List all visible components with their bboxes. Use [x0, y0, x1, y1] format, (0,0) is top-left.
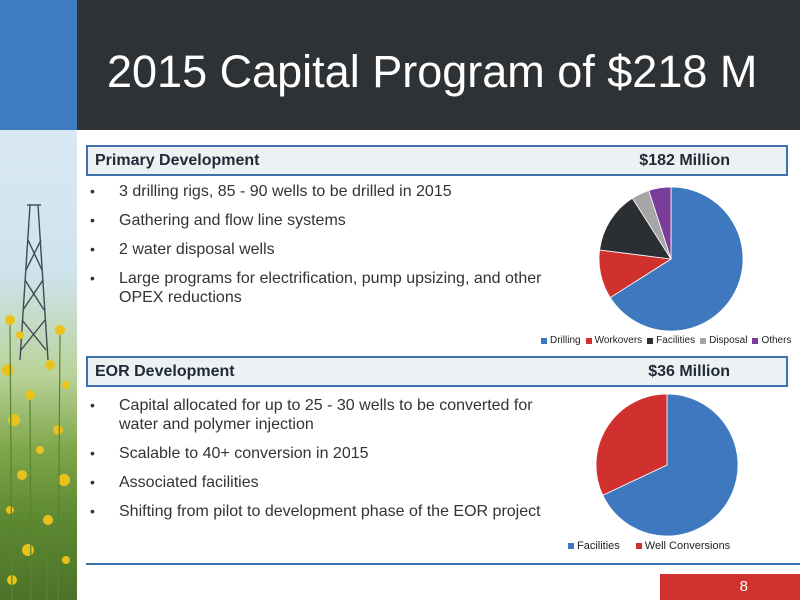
eor-development-amount: $36 Million	[648, 362, 730, 380]
bullet-icon: •	[90, 212, 95, 228]
pie-slice-facilities	[602, 393, 739, 537]
legend-item-drilling: Drilling	[541, 335, 581, 346]
slide-title: 2015 Capital Program of $218 M	[107, 46, 758, 97]
legend-label: Facilities	[577, 540, 620, 552]
primary-spend-pie-chart	[598, 186, 744, 332]
legend-item-facilities: Facilities	[568, 540, 620, 552]
bullet-text: Capital allocated for up to 25 - 30 well…	[119, 397, 533, 433]
bullet-text: Scalable to 40+ conversion in 2015	[119, 445, 369, 462]
legend-label: Well Conversions	[644, 540, 731, 552]
primary-bullet-list: • 3 drilling rigs, 85 - 90 wells to be dr…	[90, 182, 550, 317]
eor-pie-legend: Facilities Well Conversions	[568, 540, 746, 552]
primary-development-title: Primary Development	[95, 151, 260, 169]
eor-development-header: EOR Development $36 Million	[86, 356, 788, 387]
slide-header: 2015 Capital Program of $218 M	[0, 0, 800, 130]
bullet-text: Associated facilities	[119, 474, 259, 491]
pie-slice-well-conversions	[595, 393, 668, 496]
bullet-icon: •	[90, 445, 95, 461]
bullet-icon: •	[90, 241, 95, 257]
legend-label: Others	[761, 335, 792, 346]
bullet-icon: •	[90, 270, 95, 286]
bullet-icon: •	[90, 183, 95, 199]
list-item: • 3 drilling rigs, 85 - 90 wells to be dr…	[90, 182, 550, 201]
bullet-icon: •	[90, 474, 95, 490]
footer-divider	[86, 563, 800, 565]
list-item: • Gathering and flow line systems	[90, 211, 550, 230]
legend-swatch	[700, 337, 707, 344]
list-item: • Associated facilities	[90, 473, 560, 492]
pie-slice-drilling	[609, 186, 744, 332]
list-item: • Capital allocated for up to 25 - 30 wel…	[90, 396, 560, 434]
pie-slice-facilities	[599, 197, 672, 260]
legend-item-others: Others	[752, 335, 791, 346]
bullet-text: Shifting from pilot to development phase…	[119, 503, 541, 520]
primary-pie-legend: Drilling Workovers Facilities Disposal Other…	[541, 335, 796, 346]
page-number-box: 8	[660, 574, 800, 600]
list-item: • Shifting from pilot to development phas…	[90, 502, 560, 521]
legend-swatch	[568, 543, 574, 549]
legend-swatch	[635, 543, 642, 549]
eor-bullet-list: • Capital allocated for up to 25 - 30 wel…	[90, 396, 560, 531]
page-number: 8	[739, 578, 748, 595]
legend-label: Disposal	[709, 335, 748, 346]
legend-label: Facilities	[656, 335, 696, 346]
legend-swatch	[541, 337, 547, 344]
legend-item-facilities: Facilities	[647, 335, 695, 346]
bullet-icon: •	[90, 503, 95, 519]
oil-rig-illustration	[2, 204, 70, 600]
legend-swatch	[647, 337, 654, 344]
pie-slice-others	[648, 186, 672, 260]
list-item: • 2 water disposal wells	[90, 240, 550, 259]
legend-item-workovers: Workovers	[585, 335, 643, 346]
legend-item-disposal: Disposal	[700, 335, 747, 346]
primary-development-amount: $182 Million	[639, 151, 730, 169]
legend-label: Drilling	[550, 335, 581, 346]
list-item: • Scalable to 40+ conversion in 2015	[90, 444, 560, 463]
legend-item-well-conversions: Well Conversions	[635, 540, 731, 552]
bullet-text: Gathering and flow line systems	[119, 212, 346, 229]
bullet-text: Large programs for electrification, pump…	[119, 270, 542, 306]
legend-swatch	[585, 337, 592, 344]
bullet-text: 3 drilling rigs, 85 - 90 wells to be dri…	[119, 183, 452, 200]
eor-development-title: EOR Development	[95, 362, 235, 380]
legend-swatch	[752, 337, 759, 344]
list-item: • Large programs for electrification, pum…	[90, 269, 550, 307]
header-accent-block	[0, 0, 77, 130]
eor-spend-pie-chart	[595, 393, 739, 537]
legend-label: Workovers	[594, 335, 643, 346]
bullet-icon: •	[90, 397, 95, 413]
primary-development-header: Primary Development $182 Million	[86, 145, 788, 176]
side-photo-oil-rig	[0, 130, 77, 600]
bullet-text: 2 water disposal wells	[119, 241, 275, 258]
